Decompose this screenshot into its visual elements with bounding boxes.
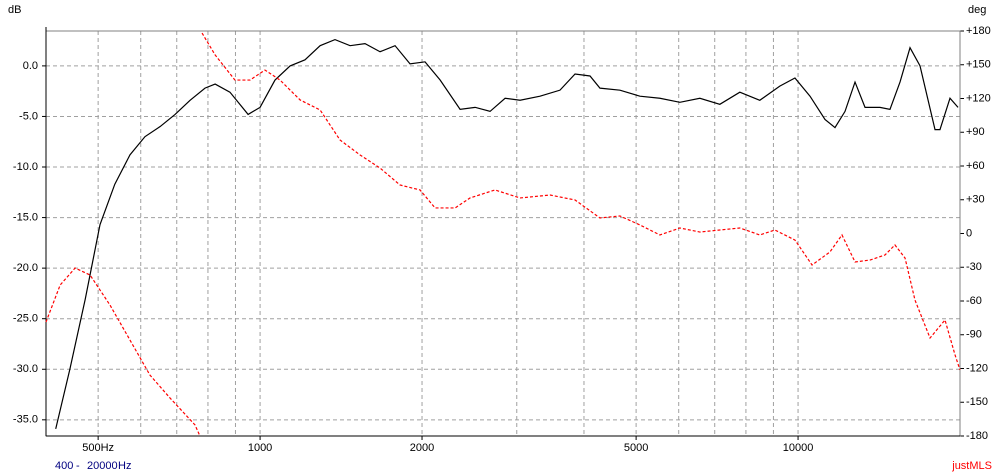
y2-tick-label: +180 — [966, 25, 991, 37]
y2-tick-label: -90 — [966, 329, 982, 341]
software-label: justMLS — [951, 460, 992, 472]
range-start: 400 — [55, 460, 73, 472]
range-unit: Hz — [118, 460, 131, 472]
y2-tick-label: +60 — [966, 160, 985, 172]
range-separator: - — [76, 460, 80, 472]
y2-tick-label: +30 — [966, 194, 985, 206]
y-tick-label: -25.0 — [13, 313, 38, 325]
y-tick-label: -15.0 — [13, 211, 38, 223]
y2-axis-label: deg — [968, 4, 986, 16]
series-line — [45, 32, 961, 437]
x-tick-label: 500Hz — [82, 442, 114, 454]
y-axis-label: dB — [8, 4, 21, 16]
x-tick-label: 2000 — [410, 442, 434, 454]
y2-tick-label: -120 — [966, 362, 988, 374]
series-line — [55, 38, 959, 430]
y2-tick-label: -150 — [966, 396, 988, 408]
y2-tick-label: +150 — [966, 59, 991, 71]
y2-tick-label: -30 — [966, 261, 982, 273]
y2-tick-label: 0 — [966, 227, 972, 239]
y-tick-label: 0.0 — [23, 60, 38, 72]
y-tick-label: -5.0 — [19, 110, 38, 122]
y2-tick-label: -180 — [966, 430, 988, 442]
x-tick-label: 5000 — [624, 442, 648, 454]
y-tick-label: -20.0 — [13, 262, 38, 274]
y-tick-label: -30.0 — [13, 363, 38, 375]
y2-tick-label: -60 — [966, 295, 982, 307]
y2-tick-label: +90 — [966, 126, 985, 138]
x-tick-label: 10000 — [783, 442, 814, 454]
range-end: 20000 — [87, 460, 118, 472]
y-tick-label: -10.0 — [13, 161, 38, 173]
y2-tick-label: +120 — [966, 92, 991, 104]
x-tick-label: 1000 — [248, 442, 272, 454]
y-tick-label: -35.0 — [13, 414, 38, 426]
